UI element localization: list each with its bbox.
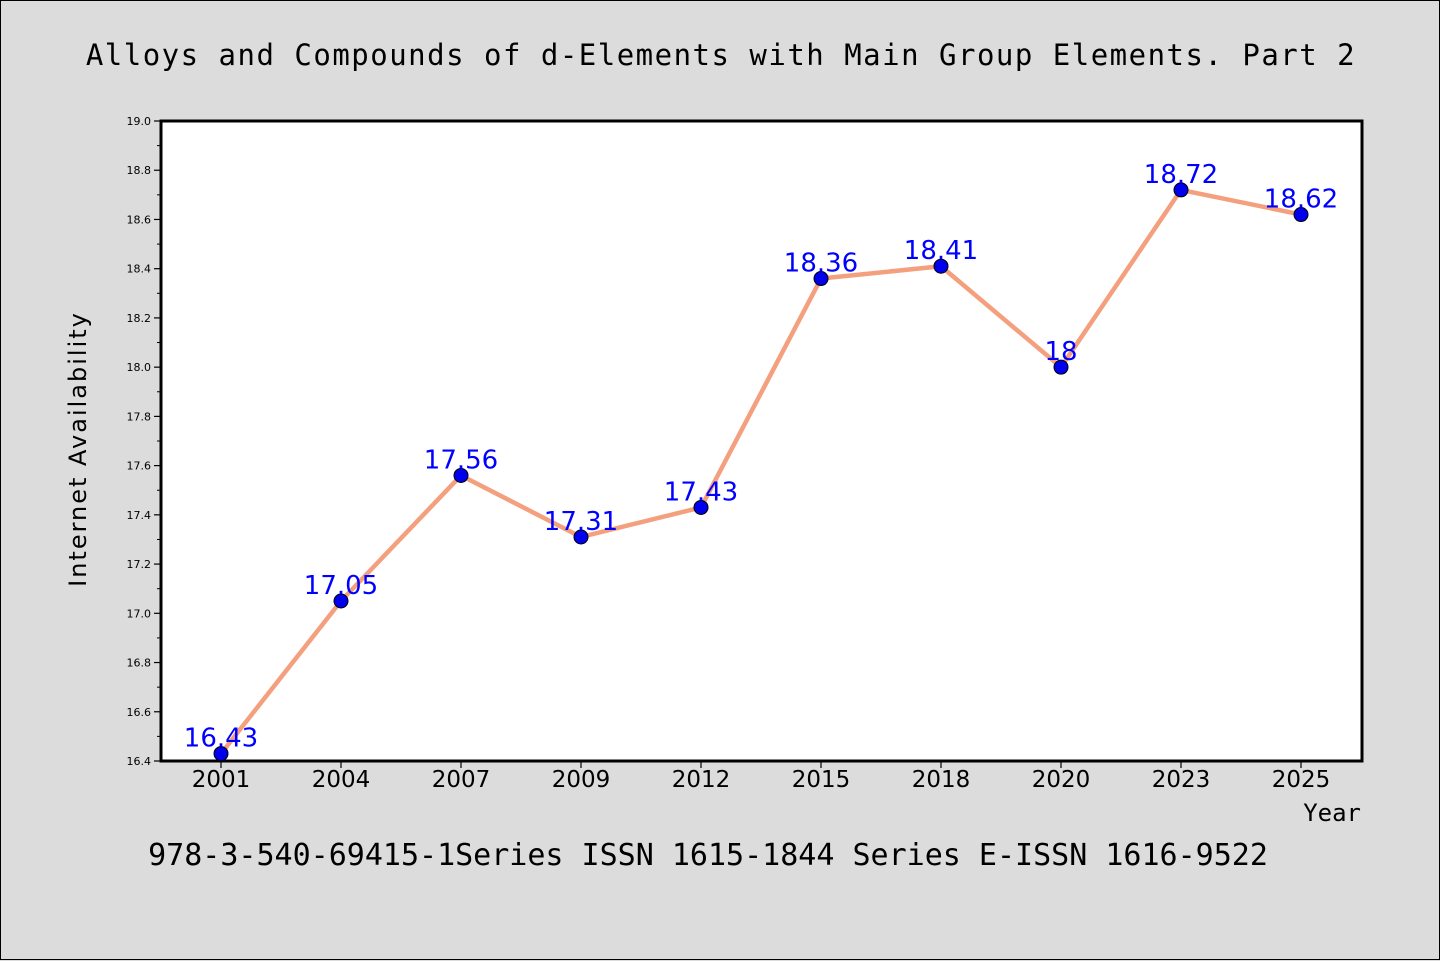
data-label: 17.43 (664, 477, 738, 507)
data-label: 18.62 (1264, 185, 1338, 215)
y-tick-label: 16.4 (127, 755, 152, 768)
data-point (933, 258, 949, 274)
data-point (1293, 207, 1309, 223)
y-tick-label: 17.6 (127, 460, 152, 473)
y-tick-label: 16.6 (127, 706, 152, 719)
y-tick-label: 18.0 (127, 361, 152, 374)
series-group: 16.43 17.05 17.56 17.31 17.43 18.36 18.41 18 18.… (184, 160, 1338, 762)
data-label: 17.56 (424, 445, 498, 475)
y-axis: 16.4 16.6 16.8 17.0 17.2 17.4 17.6 17.8 18.0 18.2… (127, 115, 161, 768)
x-tick-label: 2001 (192, 767, 251, 793)
data-point (333, 593, 349, 609)
data-point (813, 271, 829, 287)
data-label: 16.43 (184, 724, 258, 754)
x-tick-label: 2015 (792, 767, 851, 793)
x-tick-label: 2023 (1152, 767, 1211, 793)
data-label: 18.72 (1144, 160, 1218, 190)
y-axis-label: Internet Availability (64, 311, 92, 587)
x-axis: 2001 2004 2007 2009 2012 2015 2018 2020 2023 2025 (192, 761, 1331, 793)
y-tick-label: 16.8 (127, 657, 152, 670)
x-tick-label: 2012 (672, 767, 731, 793)
data-label: 18.41 (904, 236, 978, 266)
data-label: 17.05 (304, 571, 378, 601)
y-tick-label: 17.4 (127, 509, 152, 522)
x-tick-label: 2025 (1272, 767, 1331, 793)
data-label: 18.36 (784, 249, 858, 279)
data-point (693, 499, 709, 515)
data-point (213, 746, 229, 762)
data-point (453, 467, 469, 483)
data-point (573, 529, 589, 545)
y-tick-label: 17.0 (127, 607, 152, 620)
data-point (1173, 182, 1189, 198)
y-tick-label: 18.6 (127, 213, 152, 226)
data-point (1053, 359, 1069, 375)
x-tick-label: 2007 (432, 767, 491, 793)
x-tick-label: 2020 (1032, 767, 1091, 793)
chart-title: Alloys and Compounds of d-Elements with … (86, 38, 1356, 72)
x-tick-label: 2004 (312, 767, 371, 793)
chart-footer: 978-3-540-69415-1Series ISSN 1615-1844 S… (148, 838, 1268, 873)
y-tick-label: 19.0 (127, 115, 152, 128)
series-line (219, 187, 1302, 756)
y-tick-label: 17.2 (127, 558, 152, 571)
data-label: 17.31 (544, 507, 618, 537)
y-tick-label: 17.8 (127, 410, 152, 423)
data-label: 18 (1044, 337, 1077, 367)
y-tick-label: 18.8 (127, 164, 152, 177)
x-axis-label: Year (1303, 799, 1361, 827)
plot-area (159, 119, 1364, 763)
y-tick-label: 18.4 (127, 263, 152, 276)
x-tick-label: 2009 (552, 767, 611, 793)
x-tick-label: 2018 (912, 767, 971, 793)
y-tick-label: 18.2 (127, 312, 152, 325)
